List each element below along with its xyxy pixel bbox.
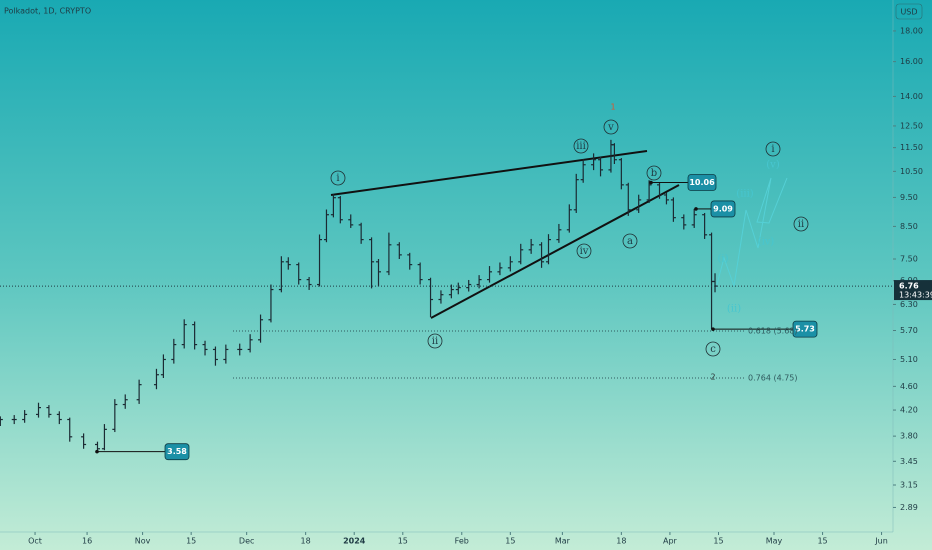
y-tick-label: 4.60 [900, 382, 918, 391]
price-label-dot [649, 180, 653, 185]
price-label: 10.06 [689, 178, 715, 187]
wave-circle [427, 333, 443, 349]
wave-degree-label: 2 [710, 373, 715, 382]
y-tick-label: 3.15 [900, 480, 918, 489]
y-tick-label: 9.50 [900, 193, 918, 202]
price-label-box [164, 443, 190, 461]
wave-label: a [627, 236, 633, 247]
price-label: 5.73 [795, 325, 815, 334]
x-tick-label: 2024 [343, 537, 366, 546]
projected-wave-label: (iv) [758, 237, 775, 248]
wave-circle [622, 233, 638, 249]
wave-degree-label: 1 [610, 103, 615, 112]
wave-label: i [771, 144, 774, 155]
wave-label: ii [432, 336, 438, 347]
price-label-dot [95, 449, 99, 454]
x-tick-label: 15 [505, 537, 515, 546]
y-tick-label: 2.89 [900, 503, 918, 512]
x-tick-label: Dec [239, 537, 254, 546]
wave-label: iv [580, 246, 589, 257]
price-label-box [687, 174, 717, 191]
x-tick-label: 16 [82, 537, 92, 546]
x-tick-label: 15 [713, 537, 723, 546]
wave-circle [646, 165, 662, 181]
x-tick-label: 15 [186, 537, 196, 546]
y-tick-label: 7.50 [900, 255, 918, 264]
wave-circle [765, 141, 781, 157]
projection-path [715, 177, 788, 289]
fib-label: 0.764 (4.75) [748, 374, 798, 383]
wave-circle [330, 170, 346, 186]
y-tick-label: 6.30 [900, 300, 918, 309]
trend-line [430, 184, 680, 319]
x-tick-label: Jun [874, 537, 888, 546]
y-tick-label: 4.20 [900, 406, 918, 415]
projected-wave-label: (iii) [736, 189, 753, 200]
x-tick-label: May [766, 537, 783, 546]
y-tick-label: 3.45 [900, 457, 918, 466]
price-label: 9.09 [713, 204, 733, 213]
wave-circle [576, 243, 592, 259]
x-tick-label: Apr [663, 537, 678, 546]
y-tick-label: 11.50 [900, 143, 923, 152]
wave-label: v [607, 122, 614, 133]
wave-label: c [710, 344, 716, 355]
y-tick-label: 8.50 [900, 222, 918, 231]
price-label-box [792, 320, 818, 338]
wave-circle [705, 341, 721, 357]
currency: USD [900, 8, 917, 17]
x-tick-label: Nov [135, 537, 151, 546]
price-label-box [710, 200, 736, 218]
price-label-dot [694, 207, 698, 211]
projected-wave-label: (i) [717, 254, 728, 265]
x-tick-label: Oct [28, 537, 42, 546]
wave-label: i [336, 173, 339, 184]
last-price-box [894, 280, 932, 301]
x-tick-label: 18 [616, 537, 626, 546]
wave-label: b [651, 168, 657, 179]
y-tick-label: 3.80 [900, 432, 918, 441]
price-label: 3.58 [167, 447, 187, 456]
y-tick-label: 5.10 [900, 355, 918, 364]
chart-title: Polkadot, 1D, CRYPTO [4, 7, 91, 16]
wave-circle [603, 119, 619, 135]
last-price: 6.76 [899, 282, 919, 291]
y-tick-label: 16.00 [900, 57, 923, 66]
wave-circle [793, 216, 809, 232]
y-tick-label: 5.70 [900, 326, 918, 335]
y-tick-label: 14.00 [900, 92, 923, 101]
wave-circle [573, 138, 589, 154]
x-tick-label: 15 [817, 537, 827, 546]
price-label-dot [711, 327, 715, 331]
currency-box[interactable] [895, 3, 923, 20]
projected-wave-label: (ii) [727, 304, 741, 315]
wave-label: iii [576, 141, 586, 152]
wave-label: ii [798, 219, 804, 230]
y-tick-label: 10.50 [900, 167, 923, 176]
x-tick-label: Feb [455, 537, 469, 546]
x-tick-label: 18 [301, 537, 311, 546]
trend-line [330, 150, 648, 196]
projected-wave-label: (v) [766, 160, 780, 171]
countdown: 13:43:39 [899, 291, 932, 300]
x-tick-label: Mar [555, 537, 571, 546]
fib-label: 0.618 (5.68) [748, 327, 798, 336]
y-tick-label: 12.50 [900, 121, 923, 130]
x-tick-label: 15 [398, 537, 408, 546]
y-tick-label: 18.00 [900, 26, 923, 35]
